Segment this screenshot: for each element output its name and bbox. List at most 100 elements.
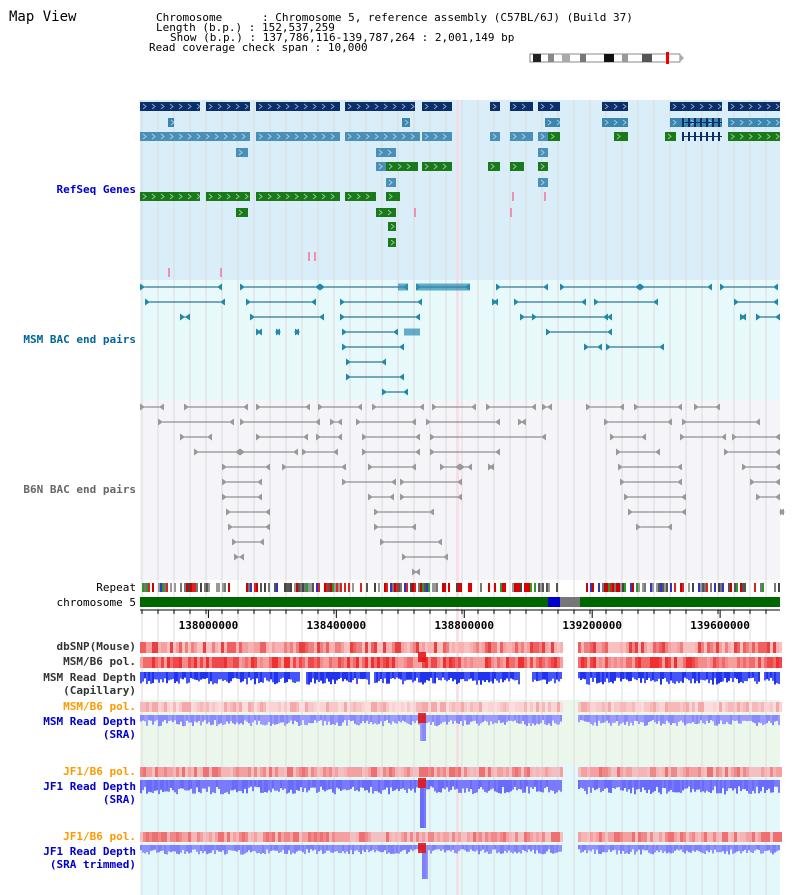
read-depth-bar [724,672,726,678]
polymorphism-cell [332,657,335,668]
polymorphism-cell [320,832,323,842]
read-depth-bar [698,845,700,852]
strand-arrow [556,119,561,126]
refseq-genes-track[interactable] [140,102,780,277]
read-depth-bar [492,845,494,850]
polymorphism-cell [377,767,380,777]
polymorphism-cell [188,832,191,842]
read-depth-bar [364,715,366,724]
polymorphism-cell [701,702,704,712]
read-depth-bar [282,845,284,850]
read-depth-bar [458,672,460,683]
read-depth-bar [228,715,230,724]
dbsnp-density-cell [269,642,272,653]
read-depth-bar [540,715,542,724]
read-depth-bar [430,780,432,787]
chromosome-bar[interactable] [140,597,780,607]
read-depth-bar [272,715,274,724]
read-depth-bar [410,715,412,726]
b6n-bac-end-pairs-track[interactable] [140,403,785,576]
repeat-element [410,583,412,592]
read-depth-bar [202,672,204,679]
read-depth-bar [550,715,552,726]
read-depth-bar [306,715,308,726]
dbsnp-density-cell [644,642,647,653]
read-depth-bar [434,845,436,850]
dbsnp-density-cell [557,642,560,653]
read-depth-bar [500,845,502,854]
bac-end-arrow [634,403,639,411]
read-depth-bar [278,715,280,724]
polymorphism-cell [758,767,761,777]
strand-arrow [321,193,326,200]
polymorphism-cell [248,832,251,842]
read-depth-bar [512,715,514,722]
read-depth-bar [586,780,588,795]
polymorphism-cell [659,832,662,842]
gene-exon [706,118,708,127]
read-depth-bar [634,845,636,855]
chromosome-ideogram[interactable] [529,52,684,64]
strand-arrow [390,223,395,230]
polymorphism-cell [224,767,227,777]
read-depth-bar [302,845,304,853]
read-depth-bar [404,672,406,681]
polymorphism-cell [479,832,482,842]
read-depth-bar [142,672,144,682]
dbsnp-density-cell [545,642,548,653]
polymorphism-cell [452,767,455,777]
bac-end-arrow [282,463,287,471]
read-depth-bar [158,715,160,727]
read-depth-bar [186,672,188,684]
read-depth-bar [552,780,554,791]
strand-arrow [442,133,447,140]
polymorphism-cell [329,832,332,842]
dbsnp-density-cell [482,642,485,653]
polymorphism-cell [608,832,611,842]
polymorphism-cell [470,832,473,842]
read-depth-bar [676,672,678,682]
polymorphism-cell [230,832,233,842]
read-depth-bar [316,780,318,793]
read-depth-bar [670,715,672,726]
polymorphism-cell [695,832,698,842]
read-depth-bar [672,672,674,683]
bac-end-arrow [460,463,465,471]
read-depth-bar [656,715,658,724]
repeat-track[interactable] [142,583,780,592]
variation-tracks[interactable] [140,642,782,879]
strand-arrow [285,193,290,200]
read-depth-bar [338,780,340,789]
repeat-element [650,583,652,592]
polymorphism-cell [464,657,467,668]
strand-arrow [708,103,713,110]
msm-bac-end-pairs-track[interactable] [140,283,780,396]
polymorphism-cell [668,832,671,842]
read-depth-bar [640,715,642,723]
read-depth-bar [774,672,776,685]
gene-exon-block [206,102,250,111]
polymorphism-cell [317,832,320,842]
polymorphism-cell [209,767,212,777]
read-depth-bar [728,715,730,725]
read-depth-bar [270,715,272,726]
polymorphism-cell [266,702,269,712]
read-depth-bar [754,845,756,851]
polymorphism-cell [650,767,653,777]
repeat-element [144,583,146,592]
repeat-element [286,583,288,592]
gene-exon [712,118,714,127]
polymorphism-cell [494,702,497,712]
read-depth-bar [356,672,358,684]
repeat-element [436,583,438,592]
read-depth-bar [694,845,696,852]
dbsnp-density-cell [665,642,668,653]
polymorphism-cell [455,657,458,668]
read-depth-bar [254,845,256,852]
read-depth-bar [222,672,224,681]
repeat-element [374,583,376,592]
read-depth-bar [196,780,198,788]
polymorphism-cell [746,832,749,842]
polymorphism-cell [614,767,617,777]
